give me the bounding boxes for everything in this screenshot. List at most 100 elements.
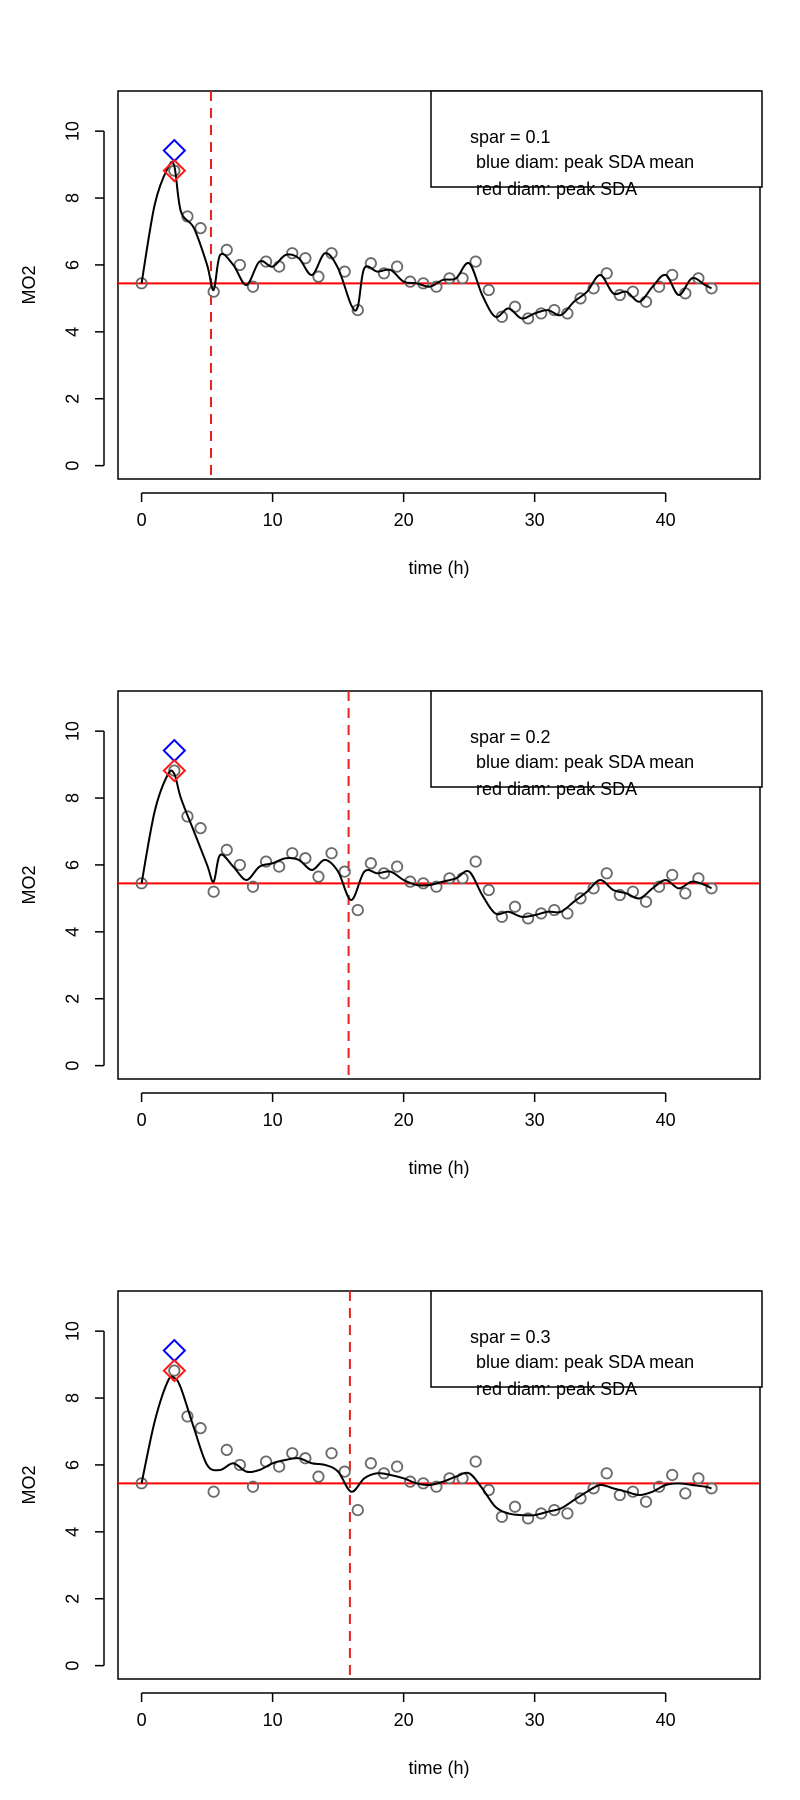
data-point [574, 292, 587, 305]
data-point [390, 1460, 404, 1473]
data-point [246, 280, 260, 293]
data-point [233, 1458, 246, 1472]
data-point [259, 855, 273, 868]
x-tick-label: 40 [656, 1110, 676, 1130]
data-point [639, 1495, 653, 1508]
data-point [666, 1468, 679, 1482]
data-point [299, 852, 312, 865]
y-tick-label: 10 [63, 121, 83, 141]
y-tick-label: 2 [63, 994, 83, 1004]
x-axis-label: time (h) [408, 1758, 469, 1778]
x-tick-label: 40 [656, 510, 676, 530]
y-tick-label: 4 [63, 927, 83, 937]
y-tick-label: 10 [63, 721, 83, 741]
data-point [207, 285, 220, 298]
data-point [286, 247, 299, 260]
data-point [469, 1455, 482, 1468]
y-tick-label: 2 [63, 1594, 83, 1604]
legend-line-2: blue diam: peak SDA mean [476, 152, 694, 172]
data-point [679, 1487, 692, 1500]
data-point [521, 1512, 535, 1525]
data-point [587, 882, 600, 895]
x-tick-label: 40 [656, 1710, 676, 1730]
data-point [220, 843, 233, 856]
data-point [338, 1465, 351, 1478]
data-point [548, 903, 561, 917]
x-tick-label: 10 [263, 510, 283, 530]
y-tick-label: 6 [63, 260, 83, 270]
data-point [246, 880, 260, 893]
legend-line-3: red diam: peak SDA [476, 179, 637, 199]
data-point [626, 285, 640, 298]
data-point [482, 883, 495, 897]
data-point [220, 243, 233, 256]
x-tick-label: 10 [263, 1110, 283, 1130]
data-point [653, 1480, 666, 1493]
x-tick-label: 30 [525, 510, 545, 530]
data-point [390, 860, 404, 873]
x-axis-label: time (h) [408, 1158, 469, 1178]
data-point [705, 1482, 718, 1495]
data-point [233, 858, 246, 872]
x-tick-label: 20 [394, 1110, 414, 1130]
peak-sda-mean-diamond [162, 138, 187, 163]
data-point [430, 1480, 443, 1493]
data-point [220, 1443, 233, 1456]
data-point [574, 892, 587, 905]
y-tick-label: 2 [63, 394, 83, 404]
data-point [443, 1472, 456, 1485]
peak-sda-diamond [162, 1358, 187, 1383]
peak-sda-diamond [162, 758, 187, 783]
data-point [135, 1477, 148, 1490]
x-tick-label: 30 [525, 1710, 545, 1730]
data-point [508, 1500, 522, 1513]
data-point [679, 887, 692, 900]
y-tick-label: 0 [63, 461, 83, 471]
data-point [390, 260, 404, 273]
x-axis-label: time (h) [408, 558, 469, 578]
x-tick-label: 30 [525, 1110, 545, 1130]
y-tick-label: 4 [63, 1527, 83, 1537]
x-tick-label: 0 [137, 1110, 147, 1130]
data-point [639, 895, 653, 908]
y-tick-label: 8 [63, 193, 83, 203]
data-point [417, 877, 430, 890]
data-point [705, 282, 718, 295]
data-point [482, 283, 495, 297]
data-point [364, 857, 377, 870]
legend-box [430, 90, 763, 188]
chart-panel-1: 0 10 20 30 40 time (h) 0 2 4 6 8 10 MO2 spar = 0.1 blu… [19, 90, 763, 578]
data-point [561, 1507, 574, 1520]
legend-box [430, 1290, 763, 1388]
y-axis-label: MO2 [19, 265, 39, 304]
y-tick-label: 4 [63, 327, 83, 337]
peak-sda-mean-diamond [162, 1338, 187, 1363]
data-point [325, 847, 338, 860]
data-point [377, 267, 391, 280]
data-point [600, 267, 613, 280]
data-point [312, 870, 325, 883]
data-point [233, 258, 246, 272]
data-point [443, 272, 456, 285]
legend-line-3: red diam: peak SDA [476, 1379, 637, 1399]
legend: spar = 0.2 blue diam: peak SDA mean red di… [430, 690, 763, 799]
data-point [666, 868, 679, 882]
data-point [194, 822, 207, 835]
data-point [207, 885, 220, 898]
data-point [181, 810, 194, 823]
legend-line-2: blue diam: peak SDA mean [476, 752, 694, 772]
data-point [639, 295, 653, 308]
legend-line-1: spar = 0.2 [470, 727, 551, 747]
y-tick-label: 0 [63, 1661, 83, 1671]
legend-line-2: blue diam: peak SDA mean [476, 1352, 694, 1372]
data-point [692, 1472, 705, 1485]
data-point [404, 1475, 417, 1488]
data-point [351, 1503, 364, 1517]
data-point [181, 1410, 194, 1423]
data-point [207, 1485, 220, 1498]
smooth-curve [140, 160, 712, 320]
plot-area [118, 91, 760, 479]
x-tick-label: 10 [263, 1710, 283, 1730]
y-axis-label: MO2 [19, 1465, 39, 1504]
x-tick-label: 20 [394, 510, 414, 530]
